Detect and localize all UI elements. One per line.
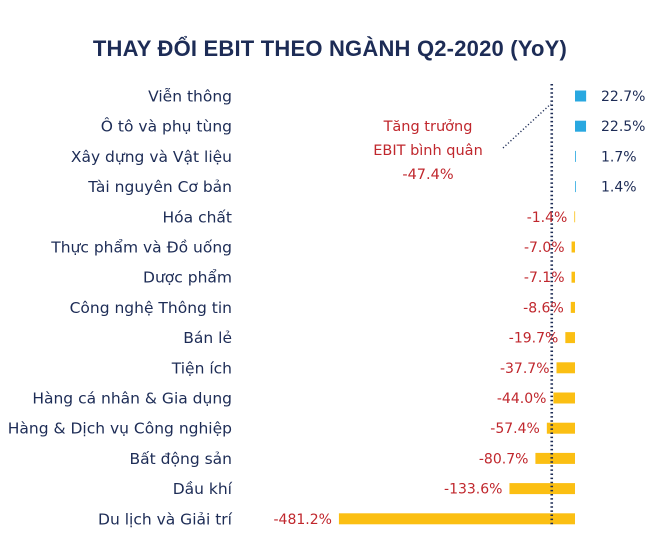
bar bbox=[574, 211, 576, 223]
value-label: 1.7% bbox=[601, 149, 637, 165]
reference-annotation-line: EBIT bình quân bbox=[373, 143, 483, 159]
category-label: Du lịch và Giải trí bbox=[98, 510, 233, 528]
bar bbox=[570, 301, 575, 313]
category-label: Dầu khí bbox=[173, 480, 233, 498]
labels-layer: Viễn thông 22.7% Ô tô và phụ tùng 22.5% Xây … bbox=[8, 88, 646, 529]
value-label: 22.5% bbox=[601, 119, 645, 135]
reference-annotation-line: Tăng trưởng bbox=[383, 119, 473, 135]
category-label: Xây dựng và Vật liệu bbox=[71, 148, 232, 166]
bar bbox=[575, 120, 587, 132]
category-label: Tiện ích bbox=[171, 359, 232, 377]
value-label: -7.0% bbox=[524, 240, 565, 256]
bar bbox=[535, 452, 575, 464]
annotation-layer: Tăng trưởng EBIT bình quân -47.4% bbox=[373, 103, 552, 183]
bar bbox=[338, 513, 575, 525]
value-label: -37.7% bbox=[500, 361, 550, 377]
value-label: -133.6% bbox=[444, 482, 502, 498]
value-label: -57.4% bbox=[490, 421, 540, 437]
bar bbox=[575, 181, 576, 193]
bar bbox=[509, 483, 575, 495]
category-label: Viễn thông bbox=[148, 88, 232, 106]
value-label: -1.4% bbox=[527, 210, 568, 226]
bar bbox=[571, 241, 575, 253]
bars-layer bbox=[338, 90, 587, 525]
value-label: -80.7% bbox=[479, 451, 529, 467]
category-label: Ô tô và phụ tùng bbox=[101, 117, 232, 136]
category-label: Bán lẻ bbox=[183, 329, 232, 347]
bar bbox=[553, 392, 575, 404]
category-label: Bất động sản bbox=[130, 450, 232, 468]
value-label: -19.7% bbox=[509, 331, 559, 347]
value-label: -8.6% bbox=[523, 300, 564, 316]
category-label: Hàng cá nhân & Gia dụng bbox=[32, 390, 232, 408]
value-label: -44.0% bbox=[497, 391, 547, 407]
bar bbox=[575, 90, 587, 102]
bar bbox=[556, 362, 575, 374]
category-label: Công nghệ Thông tin bbox=[70, 299, 232, 317]
category-label: Dược phẩm bbox=[143, 269, 232, 287]
category-label: Tài nguyên Cơ bản bbox=[87, 178, 232, 196]
value-label: 22.7% bbox=[601, 89, 645, 105]
bar bbox=[565, 332, 575, 344]
category-label: Hóa chất bbox=[163, 208, 233, 226]
category-label: Hàng & Dịch vụ Công nghiệp bbox=[8, 420, 232, 438]
category-label: Thực phẩm và Đồ uống bbox=[50, 239, 232, 257]
value-label: 1.4% bbox=[601, 180, 637, 196]
bar bbox=[575, 150, 576, 162]
bar bbox=[571, 271, 575, 283]
bar bbox=[546, 422, 575, 434]
chart-title: THAY ĐỔI EBIT THEO NGÀNH Q2-2020 (YoY) bbox=[92, 36, 568, 61]
annotation-leader-line bbox=[502, 103, 552, 149]
value-label: -7.1% bbox=[524, 270, 565, 286]
value-label: -481.2% bbox=[273, 512, 331, 528]
reference-annotation-line: -47.4% bbox=[402, 167, 453, 183]
